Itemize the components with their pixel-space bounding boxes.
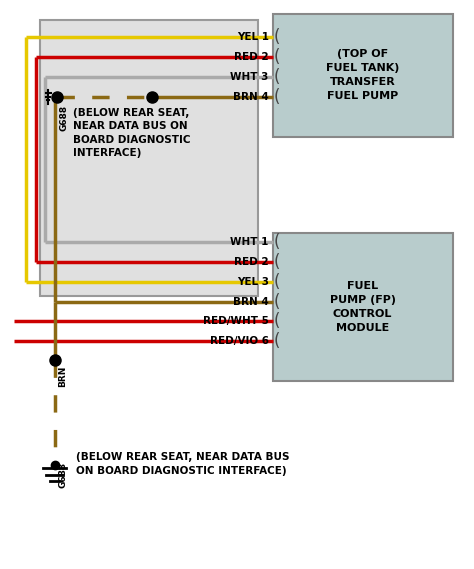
Text: (: ( <box>274 273 280 291</box>
Text: (: ( <box>274 48 280 66</box>
Text: RED/VIO 6: RED/VIO 6 <box>210 336 269 347</box>
Text: (: ( <box>274 28 280 46</box>
Text: RED/WHT 5: RED/WHT 5 <box>203 316 269 327</box>
Bar <box>273 14 453 137</box>
Text: BRN 4: BRN 4 <box>233 92 269 102</box>
Bar <box>40 20 258 296</box>
Text: WHT 1: WHT 1 <box>230 237 269 247</box>
Text: (: ( <box>274 88 280 106</box>
Text: (: ( <box>274 253 280 271</box>
Text: (BELOW REAR SEAT, NEAR DATA BUS
ON BOARD DIAGNOSTIC INTERFACE): (BELOW REAR SEAT, NEAR DATA BUS ON BOARD… <box>76 452 289 476</box>
Text: (TOP OF
FUEL TANK)
TRANSFER
FUEL PUMP: (TOP OF FUEL TANK) TRANSFER FUEL PUMP <box>326 50 399 101</box>
Text: RED 2: RED 2 <box>234 257 269 267</box>
Text: G688: G688 <box>59 105 68 131</box>
Text: WHT 3: WHT 3 <box>230 72 269 82</box>
Text: G688: G688 <box>58 462 67 488</box>
Text: RED 2: RED 2 <box>234 52 269 62</box>
Text: FUEL
PUMP (FP)
CONTROL
MODULE: FUEL PUMP (FP) CONTROL MODULE <box>329 281 396 333</box>
Text: (: ( <box>274 233 280 251</box>
Bar <box>273 233 453 381</box>
Text: YEL 3: YEL 3 <box>237 277 269 287</box>
Text: YEL 1: YEL 1 <box>237 32 269 42</box>
Text: (: ( <box>274 68 280 86</box>
Text: (: ( <box>274 312 280 331</box>
Text: BRN 4: BRN 4 <box>233 296 269 307</box>
Text: (: ( <box>274 332 280 351</box>
Text: (: ( <box>274 292 280 311</box>
Text: BRN: BRN <box>58 365 67 387</box>
Text: (BELOW REAR SEAT,
NEAR DATA BUS ON
BOARD DIAGNOSTIC
INTERFACE): (BELOW REAR SEAT, NEAR DATA BUS ON BOARD… <box>73 108 191 158</box>
